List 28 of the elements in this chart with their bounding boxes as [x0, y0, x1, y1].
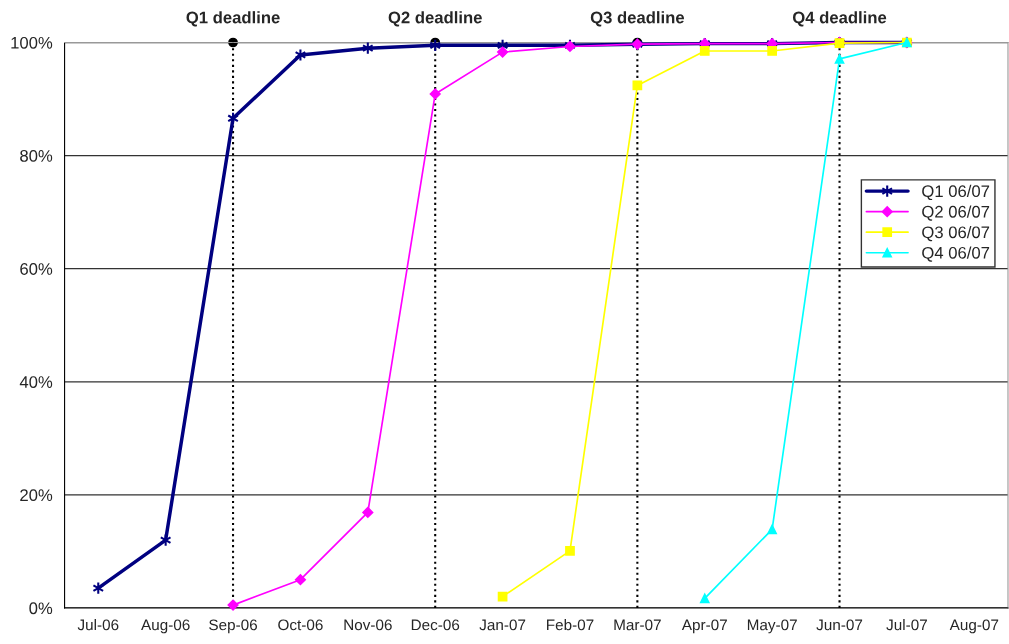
- ref-line-label: Q4 deadline: [792, 11, 887, 27]
- x-tick-label: Jan-07: [479, 619, 526, 631]
- x-tick-label: Mar-07: [614, 619, 661, 631]
- x-tick-label: Apr-07: [681, 619, 727, 634]
- y-tick-label: 60%: [20, 263, 53, 275]
- y-tick-label: 80%: [20, 149, 53, 162]
- y-tick-label: 0%: [29, 602, 53, 615]
- ref-line-label: Q3 deadline: [590, 11, 685, 27]
- y-tick-label: 100%: [11, 36, 53, 49]
- y-tick-label: 40%: [19, 376, 53, 388]
- x-tick-label: Jul-06: [77, 619, 119, 631]
- x-tick-label: Sep-06: [209, 619, 258, 634]
- legend-label: Q4 06/07: [922, 246, 990, 262]
- x-tick-label: May-07: [747, 619, 797, 634]
- x-tick-label: Dec-06: [411, 619, 460, 631]
- x-tick-label: Feb-07: [547, 619, 594, 631]
- legend-label: Q2 06/07: [922, 205, 990, 221]
- x-tick-label: Oct-06: [278, 619, 323, 631]
- x-tick-label: Nov-06: [344, 619, 392, 631]
- ref-line-label: Q2 deadline: [388, 11, 482, 27]
- x-tick-label: Aug-07: [949, 619, 999, 634]
- x-tick-label: Jul-07: [886, 619, 927, 631]
- legend-label: Q3 06/07: [922, 225, 990, 242]
- ref-line-label: Q1 deadline: [186, 11, 280, 27]
- y-tick-label: 20%: [20, 489, 53, 502]
- legend-label: Q1 06/07: [922, 184, 990, 201]
- x-tick-label: Jun-07: [816, 619, 863, 631]
- x-tick-label: Aug-06: [141, 619, 190, 634]
